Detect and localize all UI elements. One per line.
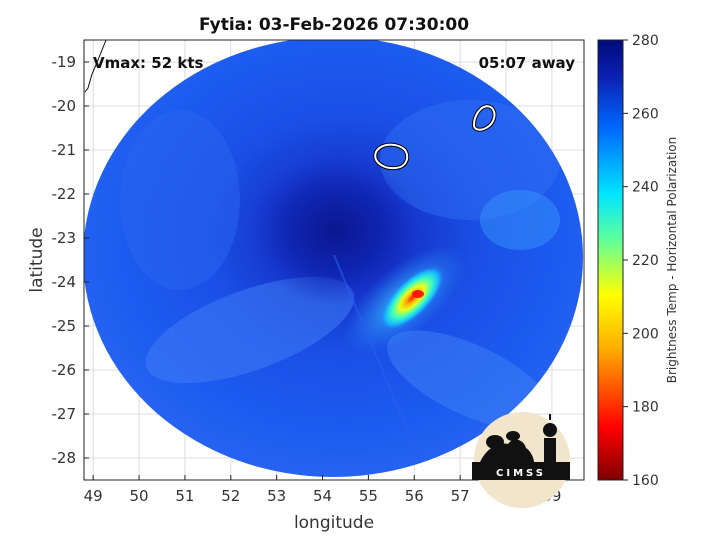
y-tick-label: -26 (52, 361, 77, 379)
colorbar-tick-label: 240 (632, 180, 659, 196)
colorbar-tick-label: 160 (632, 473, 659, 489)
y-tick-label: -24 (52, 273, 77, 291)
x-tick-label: 52 (221, 487, 240, 505)
x-tick-label: 53 (267, 487, 286, 505)
x-tick-label: 54 (313, 487, 332, 505)
colorbar-tick-label: 280 (632, 33, 659, 49)
cimss-logo: CIMSS (472, 412, 570, 508)
y-axis-label: latitude (27, 227, 47, 292)
y-tick-label: -22 (52, 185, 77, 203)
island-contours (373, 104, 497, 171)
x-tick-label: 50 (129, 487, 148, 505)
x-tick-label: 51 (175, 487, 194, 505)
time-away-label: 05:07 away (479, 54, 576, 72)
colorbar-tick-label: 220 (632, 253, 659, 269)
axes-box (83, 39, 585, 481)
y-tick-label: -27 (52, 405, 77, 423)
y-tick-label: -19 (52, 53, 77, 71)
colorbar-tick-label: 180 (632, 400, 659, 416)
colorbar-tick-label: 200 (632, 326, 659, 342)
coastline (84, 39, 107, 93)
colorbar: 280 260 240 220 200 180 160 Brightness Temp - … (597, 33, 679, 489)
x-tick-label: 49 (84, 487, 103, 505)
x-tick-label: 56 (405, 487, 424, 505)
vmax-label: Vmax: 52 kts (93, 54, 203, 72)
x-tick-label: 57 (451, 487, 470, 505)
colorbar-ticks: 280 260 240 220 200 180 160 (623, 33, 659, 489)
y-tick-label: -20 (52, 97, 77, 115)
x-tick-label: 55 (359, 487, 378, 505)
y-tick-label: -25 (52, 317, 77, 335)
y-axis: -19 -20 -21 -22 -23 -24 -25 -26 -27 -28 (52, 53, 89, 467)
colorbar-label: Brightness Temp - Horizontal Polarizatio… (665, 137, 679, 384)
plot-title: Fytia: 03-Feb-2026 07:30:00 (199, 15, 469, 35)
logo-text: CIMSS (496, 468, 546, 479)
x-axis-label: longitude (294, 513, 374, 533)
y-tick-label: -21 (52, 141, 77, 159)
y-tick-label: -28 (52, 449, 77, 467)
brightness-temp-swath (84, 40, 583, 477)
y-tick-label: -23 (52, 229, 77, 247)
colorbar-tick-label: 260 (632, 106, 659, 122)
